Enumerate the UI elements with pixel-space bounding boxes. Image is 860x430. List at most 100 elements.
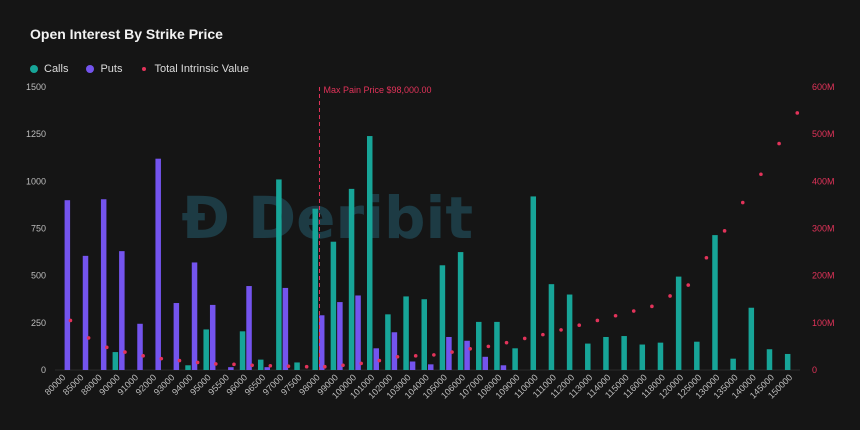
intrinsic-value-point (740, 200, 745, 205)
intrinsic-value-point (522, 336, 527, 341)
puts-bar (64, 200, 71, 370)
calls-bar (603, 336, 609, 370)
intrinsic-value-point (432, 353, 436, 357)
calls-bar (276, 179, 282, 370)
intrinsic-value-point (613, 313, 618, 318)
puts-bar (209, 304, 216, 370)
puts-bar (246, 286, 252, 370)
puts-bar (318, 315, 325, 370)
calls-bar (766, 349, 773, 370)
puts-bar (446, 336, 452, 370)
intrinsic-value-point (668, 294, 672, 298)
puts-bar (337, 302, 343, 370)
intrinsic-value-point (486, 344, 491, 349)
intrinsic-value-point (286, 364, 291, 369)
y-right-tick-label: 200M (812, 271, 835, 281)
intrinsic-value-point (250, 363, 254, 368)
y-right-tick-label: 600M (812, 82, 835, 92)
intrinsic-value-point (141, 354, 145, 358)
calls-bar (421, 299, 427, 370)
y-left-tick-label: 1250 (26, 129, 46, 139)
intrinsic-value-point (595, 318, 600, 323)
puts-bar (228, 367, 234, 370)
puts-bar (173, 303, 180, 370)
intrinsic-value-point (686, 283, 691, 287)
calls-bar (730, 358, 736, 370)
puts-swatch (86, 65, 95, 73)
calls-bar (348, 188, 355, 370)
calls-bar (185, 365, 191, 370)
puts-bar (82, 255, 89, 370)
calls-bar (566, 294, 573, 370)
calls-bar (657, 342, 664, 370)
intrinsic-value-point (541, 332, 545, 337)
legend-item-puts[interactable]: Puts (86, 63, 122, 75)
watermark-text: Deribit (248, 184, 473, 252)
intrinsic-value-point (504, 340, 509, 345)
calls-bar (203, 329, 209, 370)
calls-bar (239, 331, 246, 370)
calls-bar (548, 284, 555, 370)
puts-bar (191, 262, 198, 370)
puts-bar (119, 251, 125, 370)
y-left-tick-label: 750 (31, 224, 46, 234)
intrinsic-value-point (232, 362, 236, 367)
puts-bar (500, 365, 507, 370)
intrinsic-value-point (577, 323, 582, 327)
legend-label-intrinsic: Total Intrinsic Value (154, 63, 250, 75)
intrinsic-value-point (377, 358, 382, 363)
intrinsic-value-point (104, 345, 109, 350)
calls-bar (494, 321, 500, 370)
calls-bar (712, 235, 718, 370)
calls-bar (530, 196, 537, 370)
intrinsic-value-point (450, 350, 454, 354)
intrinsic-value-point (395, 354, 400, 359)
legend-item-intrinsic[interactable]: Total Intrinsic Value (140, 63, 249, 75)
intrinsic-value-point (777, 141, 781, 146)
y-left-tick-label: 1000 (26, 176, 46, 186)
y-right-tick-label: 0 (812, 365, 817, 375)
puts-bar (100, 199, 107, 370)
y-left-tick-label: 500 (31, 271, 46, 281)
intrinsic-value-point (341, 363, 345, 368)
intrinsic-value-point (468, 346, 473, 351)
calls-bar (694, 341, 700, 370)
puts-bar (482, 356, 489, 370)
intrinsic-value-point (704, 255, 709, 260)
puts-bar (137, 323, 143, 370)
intrinsic-value-point (722, 229, 727, 233)
intrinsic-value-point (159, 356, 164, 361)
calls-bar (585, 343, 591, 370)
calls-bar (675, 276, 682, 370)
intrinsic-value-point (268, 363, 273, 368)
puts-bar (373, 348, 379, 370)
y-right-tick-label: 100M (812, 318, 835, 328)
calls-bar (366, 136, 373, 370)
calls-bar (257, 359, 264, 370)
calls-bar (639, 344, 646, 370)
intrinsic-value-point (86, 336, 91, 340)
intrinsic-value-point (68, 318, 73, 323)
intrinsic-value-point (195, 360, 200, 365)
puts-bar (355, 295, 361, 370)
intrinsic-value-point (650, 304, 654, 309)
legend-item-calls[interactable]: Calls (30, 63, 68, 75)
legend-label-calls: Calls (44, 63, 69, 75)
intrinsic-value-point (214, 362, 218, 366)
puts-bar (282, 287, 289, 370)
intrinsic-value-point (359, 361, 363, 366)
y-left-tick-label: 1500 (26, 82, 46, 92)
calls-bar (512, 348, 518, 370)
y-right-tick-label: 500M (812, 129, 835, 139)
y-left-tick-label: 250 (31, 318, 46, 328)
puts-bar (264, 367, 270, 370)
calls-bar (784, 353, 791, 370)
intrinsic-swatch (142, 67, 147, 71)
puts-bar (409, 361, 416, 370)
puts-bar (428, 364, 434, 370)
calls-bar (112, 352, 119, 370)
puts-bar (155, 158, 161, 370)
intrinsic-value-point (323, 364, 327, 369)
intrinsic-value-point (631, 309, 636, 313)
